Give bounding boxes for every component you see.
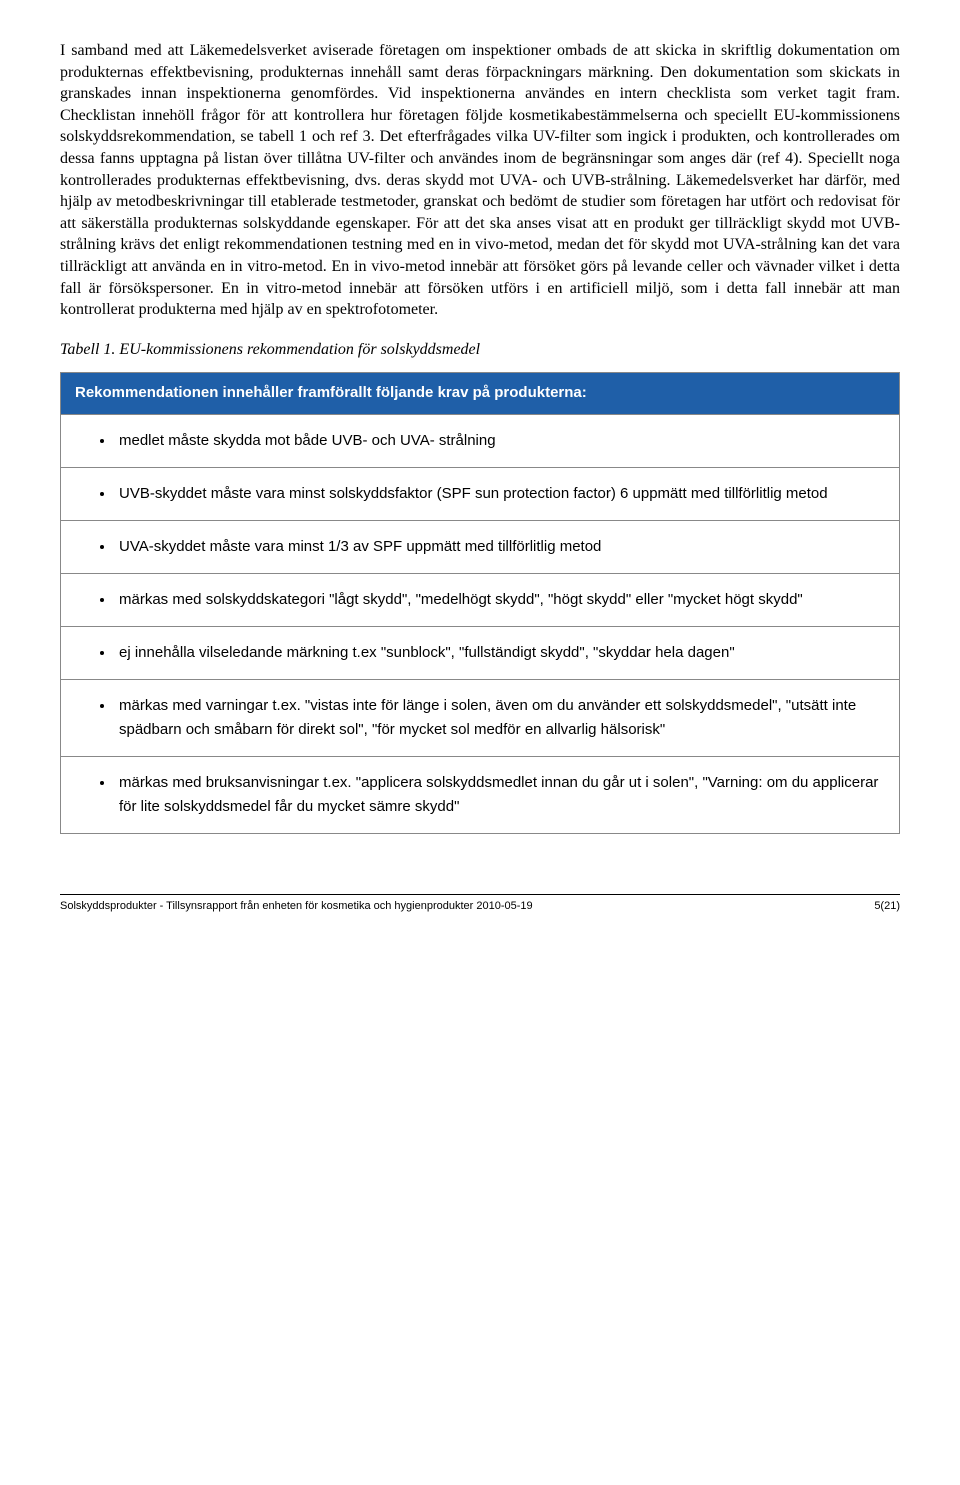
list-item: UVA-skyddet måste vara minst 1/3 av SPF … — [115, 535, 885, 559]
table-row: märkas med varningar t.ex. "vistas inte … — [60, 680, 900, 757]
list-item: UVB-skyddet måste vara minst solskyddsfa… — [115, 482, 885, 506]
table-header-cell: Rekommendationen innehåller framförallt … — [60, 372, 900, 414]
page-footer: Solskyddsprodukter - Tillsynsrapport frå… — [60, 894, 900, 914]
list-item: märkas med bruksanvisningar t.ex. "appli… — [115, 771, 885, 819]
list-item: märkas med solskyddskategori "lågt skydd… — [115, 588, 885, 612]
table-row: UVB-skyddet måste vara minst solskyddsfa… — [60, 468, 900, 521]
body-paragraph: I samband med att Läkemedelsverket avise… — [60, 40, 900, 321]
list-item: märkas med varningar t.ex. "vistas inte … — [115, 694, 885, 742]
footer-right: 5(21) — [874, 899, 900, 914]
list-item: medlet måste skydda mot både UVB- och UV… — [115, 429, 885, 453]
list-item: ej innehålla vilseledande märkning t.ex … — [115, 641, 885, 665]
recommendation-table: Rekommendationen innehåller framförallt … — [60, 372, 900, 833]
footer-left: Solskyddsprodukter - Tillsynsrapport frå… — [60, 899, 533, 914]
table-row: medlet måste skydda mot både UVB- och UV… — [60, 415, 900, 468]
table-row: UVA-skyddet måste vara minst 1/3 av SPF … — [60, 521, 900, 574]
table-caption: Tabell 1. EU-kommissionens rekommendatio… — [60, 339, 900, 361]
table-row: ej innehålla vilseledande märkning t.ex … — [60, 627, 900, 680]
table-row: märkas med bruksanvisningar t.ex. "appli… — [60, 757, 900, 834]
table-row: märkas med solskyddskategori "lågt skydd… — [60, 574, 900, 627]
